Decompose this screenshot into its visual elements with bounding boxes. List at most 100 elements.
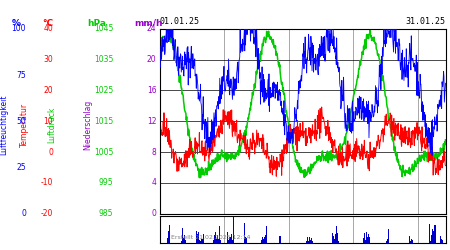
Bar [364,233,365,242]
Bar [279,236,280,242]
Bar [441,239,442,242]
Bar [410,241,411,242]
Bar [369,236,370,242]
Bar [229,237,230,242]
Bar [308,241,309,242]
Text: 12: 12 [147,117,157,126]
Bar [365,240,366,242]
Bar [266,226,267,242]
Bar [197,235,198,242]
Bar [432,229,433,242]
Bar [310,238,311,242]
Text: 0: 0 [152,209,157,218]
Bar [334,239,335,242]
Bar [442,240,443,242]
Text: 0: 0 [48,148,53,156]
Bar [311,239,312,242]
Text: Niederschlag: Niederschlag [83,100,92,150]
Bar [167,238,168,242]
Bar [433,241,434,242]
Bar [368,234,369,242]
Text: mm/h: mm/h [134,18,162,28]
Text: 31.01.25: 31.01.25 [405,17,446,26]
Bar [412,240,413,242]
Bar [279,239,280,242]
Bar [182,240,183,242]
Bar [229,236,230,242]
Bar [230,237,231,242]
Bar [231,234,232,242]
Bar [233,216,234,242]
Bar [216,239,217,242]
Bar [431,238,432,242]
Bar [230,232,231,242]
Text: 995: 995 [99,178,113,188]
Text: Erstellt 21.02.2025 12:14: Erstellt 21.02.2025 12:14 [171,235,251,240]
Text: 1045: 1045 [94,24,113,33]
Bar [220,240,221,242]
Bar [363,238,364,242]
Bar [199,240,200,242]
Bar [215,232,216,242]
Text: 01.01.25: 01.01.25 [160,17,200,26]
Bar [430,236,431,242]
Text: 75: 75 [16,70,26,80]
Bar [261,240,262,242]
Bar [198,240,199,242]
Bar [337,238,338,242]
Text: 1035: 1035 [94,55,113,64]
Bar [169,241,170,242]
Text: 4: 4 [152,178,157,188]
Text: 1015: 1015 [94,117,113,126]
Bar [429,224,430,242]
Text: 16: 16 [147,86,157,95]
Bar [411,239,412,242]
Text: -10: -10 [40,178,53,188]
Bar [263,238,264,242]
Bar [431,235,432,242]
Bar [369,241,370,242]
Bar [170,234,171,242]
Text: 1025: 1025 [94,86,113,95]
Text: %: % [12,18,21,28]
Text: 20: 20 [147,55,157,64]
Bar [201,240,202,242]
Bar [181,240,182,242]
Bar [218,239,219,242]
Bar [199,240,200,242]
Bar [335,234,336,242]
Bar [183,238,184,242]
Bar [198,238,199,242]
Bar [306,241,307,242]
Bar [435,224,436,242]
Bar [180,241,181,242]
Bar [215,241,216,242]
Bar [202,239,203,242]
Bar [246,241,247,242]
Text: 0: 0 [21,209,26,218]
Bar [368,238,369,242]
Bar [265,235,266,242]
Text: 8: 8 [152,148,157,156]
Text: 40: 40 [43,24,53,33]
Text: 50: 50 [16,117,26,126]
Bar [386,241,387,242]
Bar [429,235,430,242]
Bar [440,236,441,242]
Bar [264,237,265,242]
Bar [310,240,311,242]
Bar [333,226,334,242]
Bar [196,231,197,242]
Bar [228,240,229,242]
Bar [213,240,214,242]
Text: 24: 24 [147,24,157,33]
Bar [434,241,435,242]
Bar [387,240,388,242]
Bar [214,237,215,242]
Bar [266,240,267,242]
Text: 985: 985 [99,209,113,218]
Bar [307,236,308,242]
Text: 25: 25 [17,163,26,172]
Bar [184,235,185,242]
Bar [262,237,263,242]
